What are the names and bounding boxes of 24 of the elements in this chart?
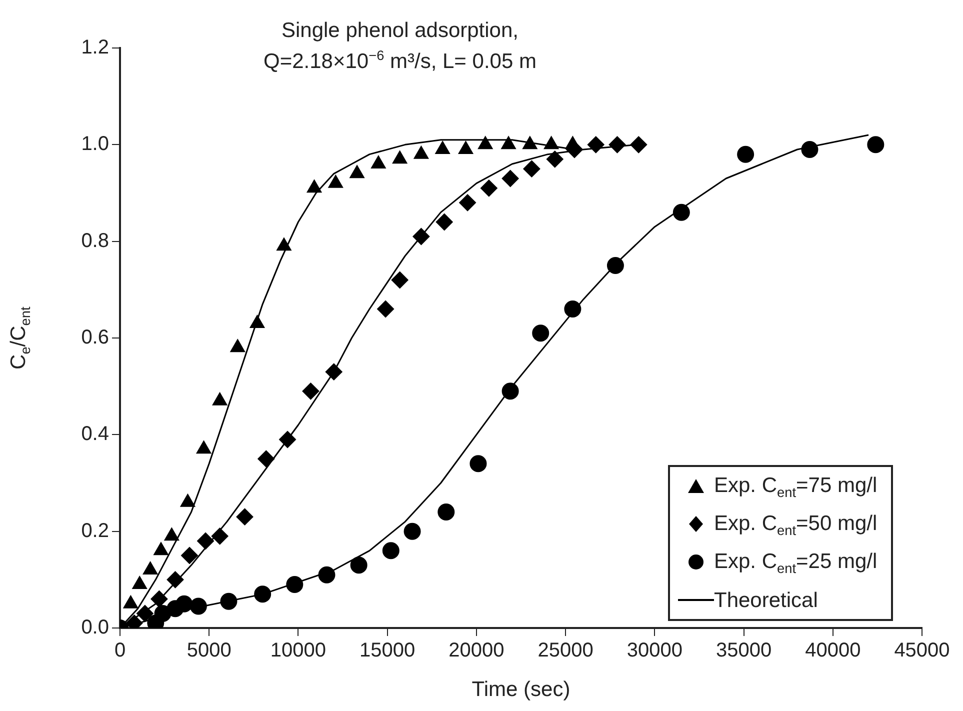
chart-subtitle: Q=2.18×10$^{−6}$ m³/s, L= 0.05 m: [264, 48, 536, 73]
y-tick-label: 0.8: [81, 230, 109, 252]
x-tick-label: 20000: [448, 640, 504, 662]
x-tick-label: 45000: [894, 640, 950, 662]
x-axis-title: Time (sec): [470, 678, 572, 702]
y-tick-label: 0.2: [81, 520, 109, 542]
y-tick-label: 0.0: [81, 616, 109, 639]
x-tick-label: 25000: [538, 640, 594, 662]
x-tick-label: 15000: [360, 640, 416, 662]
y-tick-label: 1.0: [81, 133, 109, 156]
x-tick-label: 0: [114, 640, 126, 662]
x-tick-label: 10000: [270, 640, 326, 662]
x-tick-label: 5000: [186, 640, 232, 662]
x-tick-label: 30000: [626, 640, 682, 662]
chart-title: Single phenol adsorption,: [281, 19, 518, 42]
legend-label: Exp. C$_{ent}$=75 mg/l: [714, 473, 878, 502]
y-tick-label: 0.4: [81, 423, 109, 446]
y-tick-label: 1.2: [81, 36, 109, 59]
x-tick-label: 40000: [805, 640, 861, 662]
x-tick-label: 35000: [716, 640, 772, 662]
legend-label: Exp. C$_{ent}$=50 mg/l: [714, 511, 878, 540]
legend-label: Theoretical: [714, 588, 818, 614]
y-tick-label: 0.6: [81, 326, 109, 349]
legend-label: Exp. C$_{ent}$=25 mg/l: [714, 549, 878, 579]
